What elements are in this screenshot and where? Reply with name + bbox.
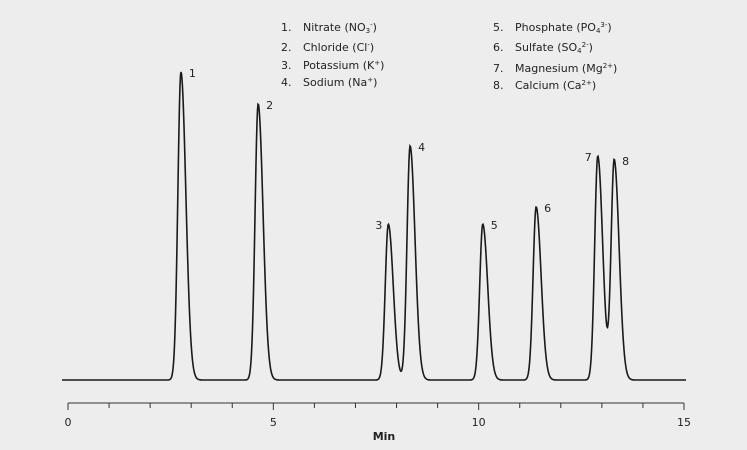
legend-close: ) — [369, 41, 375, 55]
legend-number: 4. — [281, 75, 292, 89]
legend-column-2: 5. Phosphate (PO43-) 6. Sulfate (SO42-) 7. Ma… — [493, 18, 617, 93]
legend-number: 5. — [493, 21, 504, 34]
legend-ion: Cl — [356, 41, 368, 55]
peak-label-5: 5 — [491, 219, 498, 232]
legend-number: 7. — [493, 61, 504, 75]
peak-label-7: 7 — [585, 151, 592, 164]
legend-item: 1. Nitrate (NO3-) — [281, 18, 384, 38]
legend-number: 2. — [281, 41, 292, 55]
legend-ion: Ca — [567, 78, 582, 92]
legend-ion-charge: 2+ — [581, 78, 592, 87]
legend-ion-charge: - — [367, 41, 370, 50]
legend-name: Chloride ( — [303, 41, 357, 55]
legend-ion: SO — [561, 41, 578, 55]
legend-number: 3. — [281, 58, 292, 72]
x-tick-label: 15 — [677, 416, 691, 429]
peak-label-6: 6 — [544, 202, 551, 215]
legend-item: 2. Chloride (Cl-) — [281, 38, 384, 55]
peak-label-1: 1 — [189, 67, 196, 80]
legend-name: Magnesium ( — [515, 61, 587, 75]
peak-label-4: 4 — [418, 141, 425, 154]
legend-close: ) — [613, 61, 618, 75]
legend-ion: Na — [352, 75, 368, 89]
legend-ion: PO — [580, 21, 596, 34]
legend-ion-subscript: 4 — [577, 47, 582, 56]
legend-item: 5. Phosphate (PO43-) — [493, 18, 617, 38]
legend-ion-charge: 3- — [600, 21, 608, 29]
legend-ion-charge: 2+ — [602, 61, 614, 70]
legend-number: 6. — [493, 41, 504, 55]
x-tick-label: 10 — [472, 416, 486, 429]
legend-item: 4. Sodium (Na+) — [281, 73, 384, 90]
peak-label-8: 8 — [622, 155, 629, 168]
peak-label-3: 3 — [375, 219, 382, 232]
legend-close: ) — [373, 75, 378, 89]
legend-ion-charge: - — [370, 21, 373, 29]
legend-item: 7. Magnesium (Mg2+) — [493, 59, 617, 76]
legend-close: ) — [607, 21, 612, 34]
chromatogram-trace — [62, 71, 686, 381]
legend-name: Sodium ( — [303, 75, 353, 89]
legend-ion: K — [367, 58, 375, 72]
x-tick-label: 0 — [65, 416, 72, 429]
legend-item: 6. Sulfate (SO42-) — [493, 38, 617, 58]
legend-name: Nitrate ( — [303, 21, 349, 34]
legend-ion: Mg — [586, 61, 603, 75]
legend-close: ) — [372, 21, 377, 34]
legend-close: ) — [588, 41, 593, 55]
legend-name: Phosphate ( — [515, 21, 581, 34]
legend-close: ) — [591, 78, 597, 92]
legend-item: 8. Calcium (Ca2+) — [493, 76, 617, 93]
legend-number: 1. — [281, 21, 292, 34]
legend-item: 3. Potassium (K+) — [281, 56, 384, 73]
legend-name: Potassium ( — [303, 58, 368, 72]
peak-label-2: 2 — [266, 99, 273, 112]
legend-close: ) — [380, 58, 385, 72]
legend-ion-charge: + — [374, 58, 381, 67]
legend-ion-charge: + — [367, 75, 374, 84]
legend-name: Sulfate ( — [515, 41, 562, 55]
x-tick-label: 5 — [270, 416, 277, 429]
legend-ion-charge: 2- — [581, 41, 589, 50]
legend-ion: NO — [348, 21, 366, 34]
legend-column-1: 1. Nitrate (NO3-) 2. Chloride (Cl-) 3. Potass… — [281, 18, 384, 90]
legend-number: 8. — [493, 78, 504, 92]
x-axis-label: Min — [373, 430, 396, 443]
legend-name: Calcium ( — [515, 78, 568, 92]
legend-ion-subscript: 4 — [595, 27, 601, 35]
legend-ion-subscript: 3 — [365, 27, 371, 35]
